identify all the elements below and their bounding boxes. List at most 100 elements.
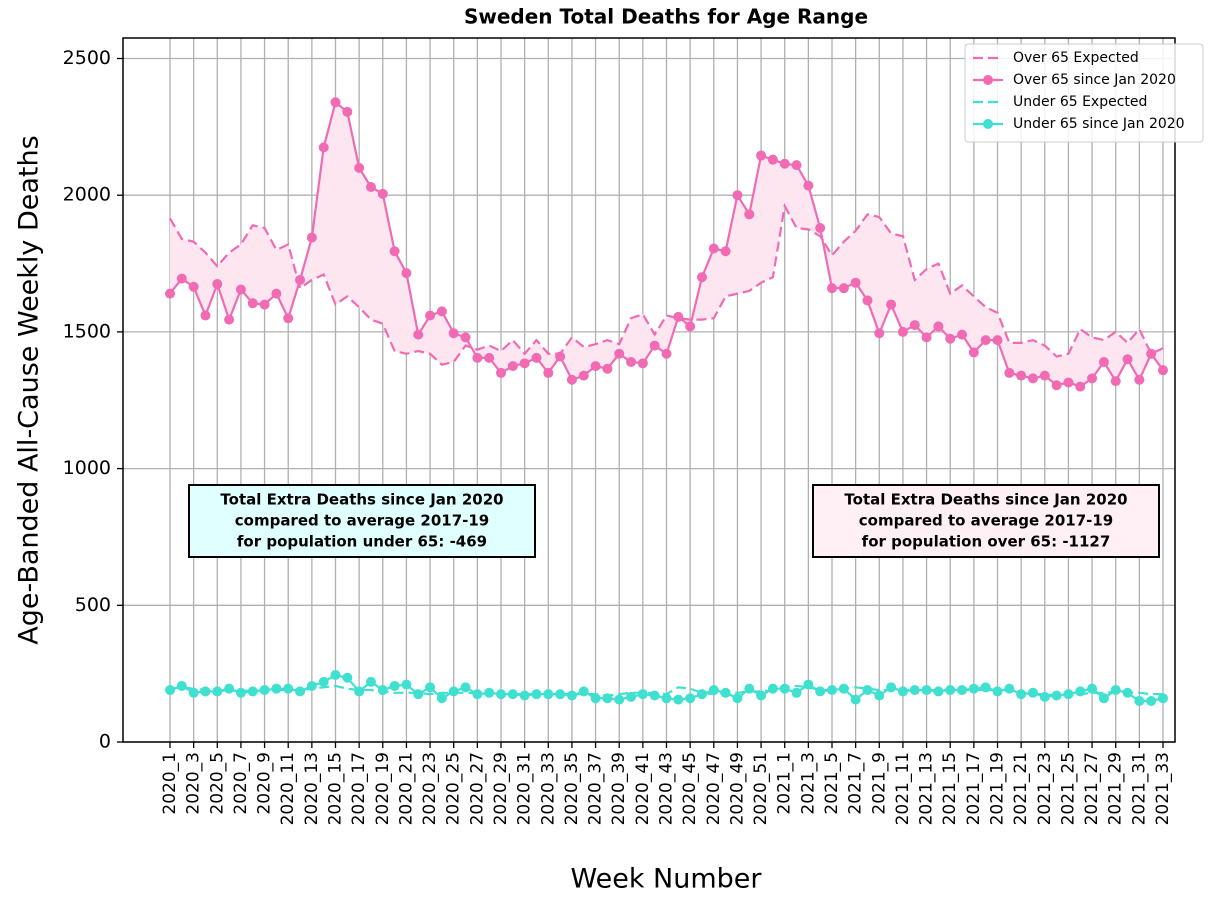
- x-tick-label: 2020_23: [420, 752, 440, 825]
- data-point: [756, 150, 767, 161]
- data-point: [649, 690, 660, 701]
- data-point: [1158, 365, 1168, 376]
- data-point: [921, 685, 932, 696]
- data-point: [862, 685, 873, 696]
- data-point: [354, 162, 365, 173]
- x-tick-label: 2021_17: [964, 752, 984, 825]
- data-point: [886, 299, 897, 310]
- data-point: [921, 332, 932, 343]
- data-point: [744, 209, 755, 220]
- x-tick-label: 2021_1: [775, 752, 795, 815]
- data-point: [188, 687, 199, 698]
- data-point: [850, 277, 861, 288]
- x-tick-label: 2020_1: [160, 752, 180, 815]
- data-point: [295, 686, 306, 697]
- y-tick-label: 2500: [63, 47, 111, 69]
- data-point: [1110, 685, 1121, 696]
- data-point: [531, 689, 542, 700]
- data-point: [1027, 687, 1038, 698]
- x-tick-label: 2021_9: [869, 752, 889, 815]
- data-point: [259, 685, 270, 696]
- data-point: [448, 328, 459, 339]
- data-point: [1087, 683, 1098, 694]
- x-tick-label: 2020_37: [586, 752, 606, 825]
- data-point: [377, 188, 388, 199]
- data-point: [330, 97, 341, 108]
- data-point: [425, 310, 436, 321]
- data-point: [1134, 374, 1145, 385]
- x-tick-label: 2020_27: [467, 752, 487, 825]
- data-point: [484, 687, 495, 698]
- data-point: [980, 335, 991, 346]
- x-tick-label: 2020_29: [491, 752, 511, 825]
- x-tick-label: 2020_47: [704, 752, 724, 825]
- data-point: [176, 273, 187, 284]
- data-point: [732, 693, 743, 704]
- data-point: [176, 680, 187, 691]
- y-axis-label: Age-Banded All-Cause Weekly Deaths: [14, 135, 45, 644]
- x-tick-label: 2020_5: [207, 752, 227, 815]
- data-point: [224, 683, 235, 694]
- data-point: [306, 232, 317, 243]
- data-point: [484, 352, 495, 363]
- data-point: [1039, 370, 1050, 381]
- data-point: [886, 682, 897, 693]
- data-point: [827, 685, 837, 696]
- data-point: [945, 333, 956, 344]
- data-point: [165, 288, 175, 299]
- data-point: [708, 243, 719, 254]
- data-point: [1098, 693, 1109, 704]
- data-point: [1051, 690, 1062, 701]
- data-point: [827, 283, 837, 294]
- x-tick-label: 2020_19: [373, 752, 393, 825]
- data-point: [1063, 377, 1074, 388]
- data-point: [791, 160, 802, 171]
- x-tick-label: 2020_17: [349, 752, 369, 825]
- data-point: [1122, 687, 1133, 698]
- x-tick-label: 2020_21: [396, 752, 416, 825]
- data-point: [436, 693, 447, 704]
- data-point: [744, 683, 755, 694]
- data-point: [413, 689, 424, 700]
- legend-label: Under 65 Expected: [1013, 94, 1147, 110]
- data-point: [496, 689, 506, 700]
- data-point: [767, 154, 778, 165]
- data-point: [354, 686, 365, 697]
- x-tick-label: 2020_51: [751, 752, 771, 825]
- data-point: [815, 686, 826, 697]
- data-point: [235, 687, 246, 698]
- x-tick-label: 2020_11: [278, 752, 298, 825]
- x-tick-label: 2021_29: [1106, 752, 1126, 825]
- x-tick-label: 2021_11: [893, 752, 913, 825]
- data-point: [720, 246, 731, 257]
- data-point: [626, 691, 637, 702]
- data-point: [696, 272, 707, 283]
- data-point: [803, 180, 814, 191]
- x-tick-label: 2020_45: [680, 752, 700, 825]
- data-point: [1134, 695, 1145, 706]
- data-point: [779, 683, 790, 694]
- data-point: [756, 690, 767, 701]
- y-tick-label: 0: [99, 731, 111, 753]
- x-axis-label: Week Number: [570, 864, 762, 895]
- data-point: [661, 693, 672, 704]
- data-point: [957, 329, 968, 340]
- legend-label: Over 65 since Jan 2020: [1013, 72, 1176, 88]
- data-point: [897, 686, 908, 697]
- fill-between: [170, 102, 1163, 387]
- data-point: [1075, 686, 1086, 697]
- chart-title: Sweden Total Deaths for Age Range: [464, 5, 868, 29]
- legend-marker: [983, 119, 993, 129]
- data-point: [933, 321, 944, 332]
- data-point: [306, 680, 317, 691]
- data-point: [791, 687, 802, 698]
- data-point: [531, 352, 542, 363]
- data-point: [578, 370, 589, 381]
- data-point: [401, 268, 412, 279]
- data-point: [779, 158, 790, 169]
- data-point: [874, 328, 885, 339]
- annotation-text: for population under 65: -469: [237, 533, 487, 551]
- x-tick-label: 2020_33: [538, 752, 558, 825]
- data-point: [389, 680, 400, 691]
